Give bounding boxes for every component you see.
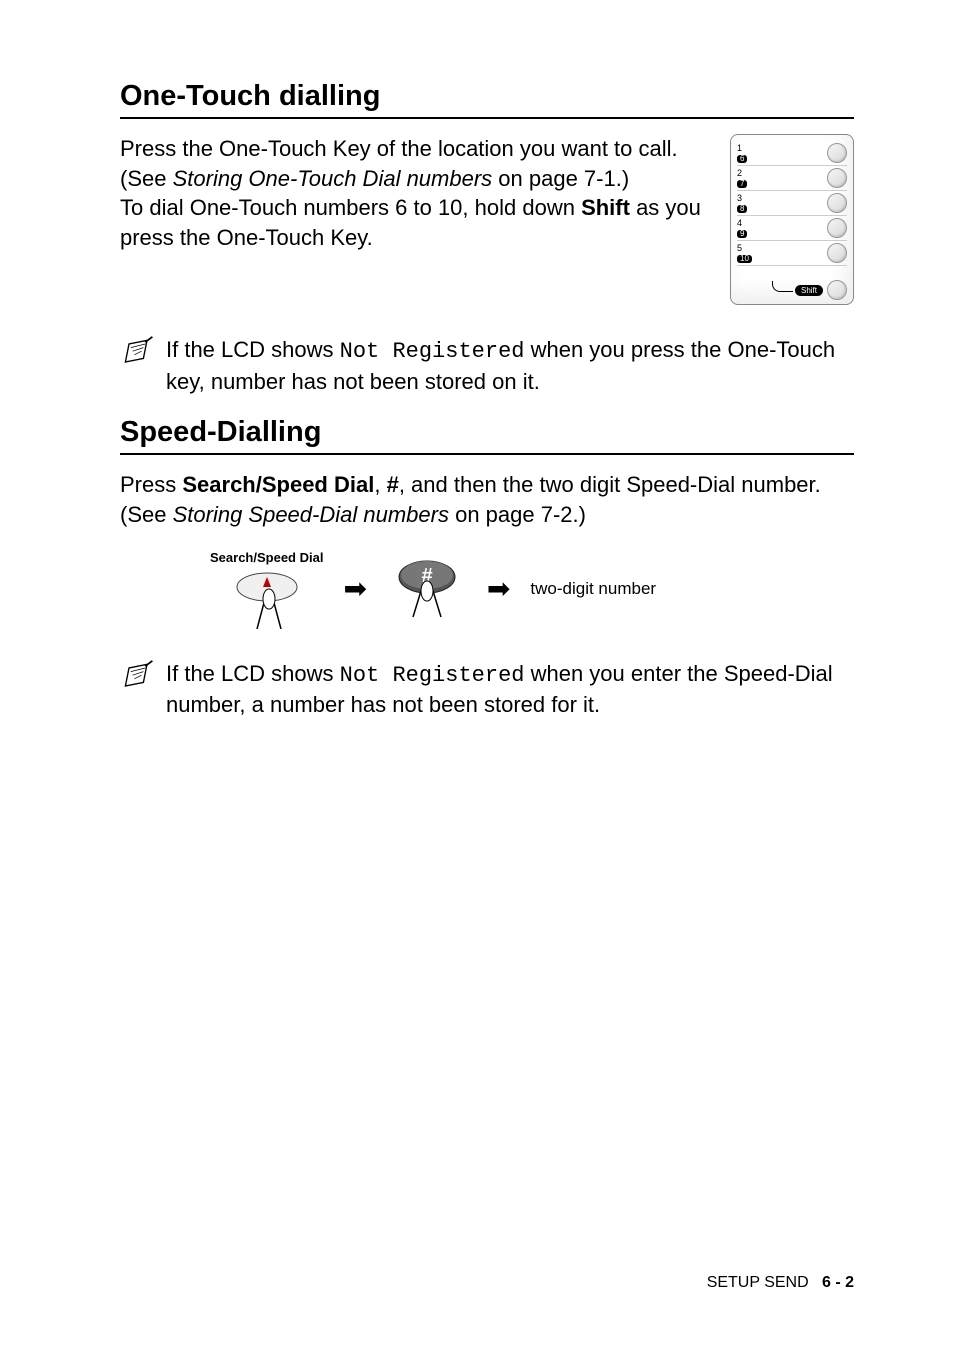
shift-line	[772, 281, 793, 292]
footer-page: 6 - 2	[822, 1274, 854, 1291]
note-text: If the LCD shows Not Registered when you…	[166, 659, 854, 720]
panel-labels: 4 9	[737, 219, 747, 238]
kw-search-speed-dial: Search/Speed Dial	[182, 472, 374, 497]
note-icon	[120, 659, 156, 695]
one-touch-button-2[interactable]	[827, 168, 847, 188]
shift-row: Shift	[737, 272, 847, 300]
kw-shift: Shift	[581, 195, 630, 220]
one-touch-button-4[interactable]	[827, 218, 847, 238]
panel-sub: 9	[737, 230, 747, 238]
panel-top: 4	[737, 219, 747, 228]
one-touch-row: Press the One-Touch Key of the location …	[120, 134, 854, 305]
page: One-Touch dialling Press the One-Touch K…	[0, 0, 954, 1352]
panel-row-1: 1 6	[737, 141, 847, 166]
panel-top: 3	[737, 194, 747, 203]
one-touch-button-5[interactable]	[827, 243, 847, 263]
panel-row-3: 3 8	[737, 191, 847, 216]
panel-top: 5	[737, 244, 752, 253]
text: To dial One-Touch numbers 6 to 10, hold …	[120, 195, 581, 220]
text: ,	[374, 472, 386, 497]
panel-sub: 8	[737, 205, 747, 213]
shift-button[interactable]	[827, 280, 847, 300]
panel-sub: 7	[737, 180, 747, 188]
panel-labels: 1 6	[737, 144, 747, 163]
diagram-step-1: Search/Speed Dial	[210, 550, 323, 629]
heading-one-touch: One-Touch dialling	[120, 80, 854, 119]
panel-row-5: 5 10	[737, 241, 847, 266]
note-speed-dial: If the LCD shows Not Registered when you…	[120, 659, 854, 720]
note-text: If the LCD shows Not Registered when you…	[166, 335, 854, 396]
panel-row-4: 4 9	[737, 216, 847, 241]
panel-labels: 3 8	[737, 194, 747, 213]
panel-sub: 10	[737, 255, 752, 263]
arrow-icon: ➡	[343, 575, 366, 603]
arrow-icon: ➡	[487, 575, 510, 603]
text: Press	[120, 472, 182, 497]
text: If the LCD shows	[166, 661, 340, 686]
panel-labels: 2 7	[737, 169, 747, 188]
panel-top: 1	[737, 144, 747, 153]
text: If the LCD shows	[166, 337, 340, 362]
hash-key-icon: #	[387, 559, 467, 619]
panel-sub: 6	[737, 155, 747, 163]
footer-chapter: SETUP SEND	[707, 1274, 809, 1291]
xref-storing-speed-dial: Storing Speed-Dial numbers	[173, 502, 449, 527]
speed-dial-body: Press Search/Speed Dial, #, and then the…	[120, 470, 854, 529]
one-touch-button-1[interactable]	[827, 143, 847, 163]
speed-dial-diagram: Search/Speed Dial ➡ # ➡ two-digit number	[210, 550, 854, 629]
xref-storing-one-touch: Storing One-Touch Dial numbers	[173, 166, 493, 191]
note-icon	[120, 335, 156, 371]
text: on page 7-2.)	[449, 502, 586, 527]
note-one-touch: If the LCD shows Not Registered when you…	[120, 335, 854, 396]
text: on page 7-1.)	[492, 166, 629, 191]
page-footer: SETUP SEND 6 - 2	[707, 1274, 854, 1292]
one-touch-panel: 1 6 2 7 3 8 4	[730, 134, 854, 305]
panel-labels: 5 10	[737, 244, 752, 263]
heading-speed-dialling: Speed-Dialling	[120, 416, 854, 455]
press-button-icon	[227, 569, 307, 629]
one-touch-body: Press the One-Touch Key of the location …	[120, 134, 710, 253]
one-touch-button-3[interactable]	[827, 193, 847, 213]
panel-top: 2	[737, 169, 747, 178]
diagram-result: two-digit number	[530, 579, 656, 599]
lcd-text: Not Registered	[340, 339, 525, 364]
kw-hash: #	[387, 472, 399, 497]
shift-tag: Shift	[795, 285, 823, 296]
panel-row-2: 2 7	[737, 166, 847, 191]
lcd-text: Not Registered	[340, 663, 525, 688]
diagram-step-2: #	[387, 559, 467, 619]
diagram-label: Search/Speed Dial	[210, 550, 323, 565]
